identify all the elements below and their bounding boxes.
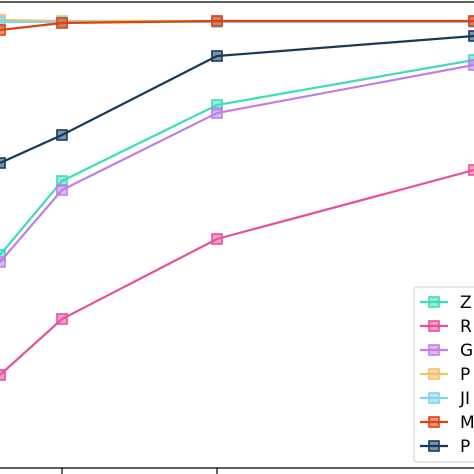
marker: [211, 50, 223, 62]
marker: [211, 15, 223, 27]
marker: [468, 164, 474, 176]
legend-label: M: [460, 413, 474, 433]
legend-label: P: [460, 437, 470, 457]
series-line: [0, 58, 474, 256]
series-line: [0, 63, 474, 263]
marker: [0, 369, 6, 381]
marker: [468, 15, 474, 27]
legend-label: JI: [459, 389, 470, 409]
legend-label: G: [460, 341, 473, 361]
legend-marker: [428, 416, 440, 428]
marker: [468, 30, 474, 42]
legend-marker: [428, 392, 440, 404]
marker: [0, 256, 6, 268]
series-line: [0, 168, 474, 376]
marker: [468, 59, 474, 71]
legend-marker: [428, 344, 440, 356]
series-line: [0, 34, 474, 165]
series-line: [0, 19, 474, 32]
legend-marker: [428, 368, 440, 380]
legend-label: P: [460, 365, 470, 385]
marker: [0, 24, 6, 36]
legend-marker: [428, 296, 440, 308]
marker: [211, 107, 223, 119]
legend-label: R: [460, 317, 472, 337]
marker: [56, 313, 68, 325]
marker: [56, 17, 68, 29]
marker: [56, 184, 68, 196]
marker: [0, 157, 6, 169]
legend-label: Z: [460, 293, 472, 313]
marker: [56, 129, 68, 141]
legend-marker: [428, 440, 440, 452]
marker: [0, 16, 6, 28]
legend-marker: [428, 320, 440, 332]
marker: [211, 233, 223, 245]
plot-area: [0, 14, 474, 381]
